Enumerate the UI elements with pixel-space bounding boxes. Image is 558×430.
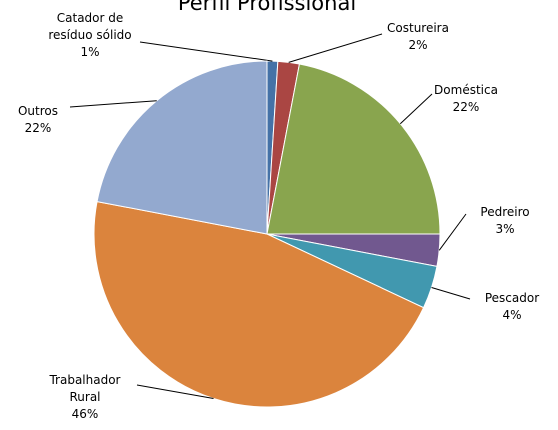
slice-percent: 1%	[80, 45, 100, 59]
chart-title: Perfil Profissional	[178, 0, 356, 15]
slice-label: Doméstica 22%	[421, 82, 511, 116]
slice-label: Pescador 4%	[472, 290, 552, 324]
slice-label: Pedreiro 3%	[465, 204, 545, 238]
slice-percent: 22%	[452, 100, 480, 114]
slice-percent: 4%	[502, 308, 522, 322]
slice-percent: 22%	[24, 121, 52, 135]
slice-percent: 3%	[495, 222, 515, 236]
leader-line	[431, 286, 471, 300]
slice-label: Trabalhador Rural 46%	[44, 372, 126, 423]
leader-line	[139, 41, 273, 62]
leader-line	[399, 93, 433, 125]
slice-label: Outros 22%	[8, 103, 68, 137]
leader-line	[438, 213, 467, 251]
slice-name: Outros	[17, 104, 59, 118]
slice-name: Pescador	[484, 291, 540, 305]
slice-percent: 2%	[408, 38, 428, 52]
slice-name: Pedreiro	[480, 205, 530, 219]
leader-line	[288, 33, 383, 63]
leader-line	[136, 384, 214, 400]
slice-name: Catador de resíduo sólido	[48, 11, 132, 42]
slice-label: Costureira 2%	[373, 20, 463, 54]
pie-slice	[266, 63, 441, 235]
pie-slice	[96, 60, 268, 235]
slice-label: Catador de resíduo sólido 1%	[38, 10, 142, 61]
slice-name: Costureira	[387, 21, 449, 35]
leader-line	[69, 100, 157, 108]
slice-percent: 46%	[71, 407, 99, 421]
slice-name: Doméstica	[434, 83, 498, 97]
slice-name: Trabalhador Rural	[49, 373, 121, 404]
